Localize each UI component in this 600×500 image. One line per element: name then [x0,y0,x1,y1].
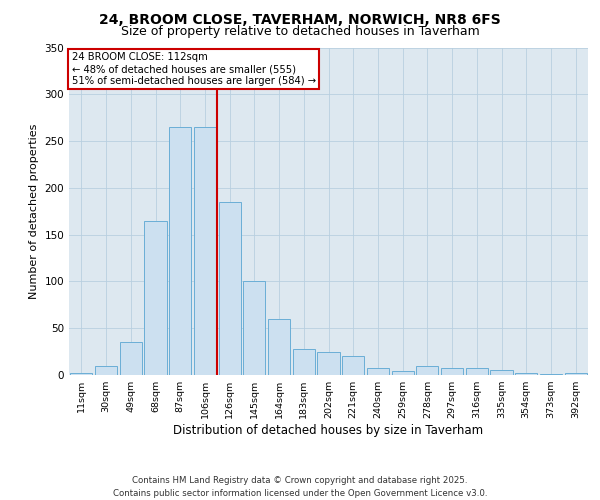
Bar [119,342,142,375]
Bar [441,368,463,375]
Bar [218,202,241,375]
Bar [95,366,117,375]
Bar [342,356,364,375]
Text: 24 BROOM CLOSE: 112sqm
← 48% of detached houses are smaller (555)
51% of semi-de: 24 BROOM CLOSE: 112sqm ← 48% of detached… [71,52,316,86]
Bar [145,220,167,375]
Bar [367,368,389,375]
Bar [268,319,290,375]
Bar [466,368,488,375]
Text: Size of property relative to detached houses in Taverham: Size of property relative to detached ho… [121,25,479,38]
Text: 24, BROOM CLOSE, TAVERHAM, NORWICH, NR8 6FS: 24, BROOM CLOSE, TAVERHAM, NORWICH, NR8 … [99,12,501,26]
X-axis label: Distribution of detached houses by size in Taverham: Distribution of detached houses by size … [173,424,484,437]
Bar [540,374,562,375]
Bar [243,282,265,375]
Bar [416,366,439,375]
Bar [317,352,340,375]
Bar [515,373,538,375]
Bar [194,127,216,375]
Text: Contains HM Land Registry data © Crown copyright and database right 2025.
Contai: Contains HM Land Registry data © Crown c… [113,476,487,498]
Bar [490,370,512,375]
Bar [392,372,414,375]
Bar [565,373,587,375]
Bar [70,373,92,375]
Y-axis label: Number of detached properties: Number of detached properties [29,124,39,299]
Bar [169,127,191,375]
Bar [293,349,315,375]
